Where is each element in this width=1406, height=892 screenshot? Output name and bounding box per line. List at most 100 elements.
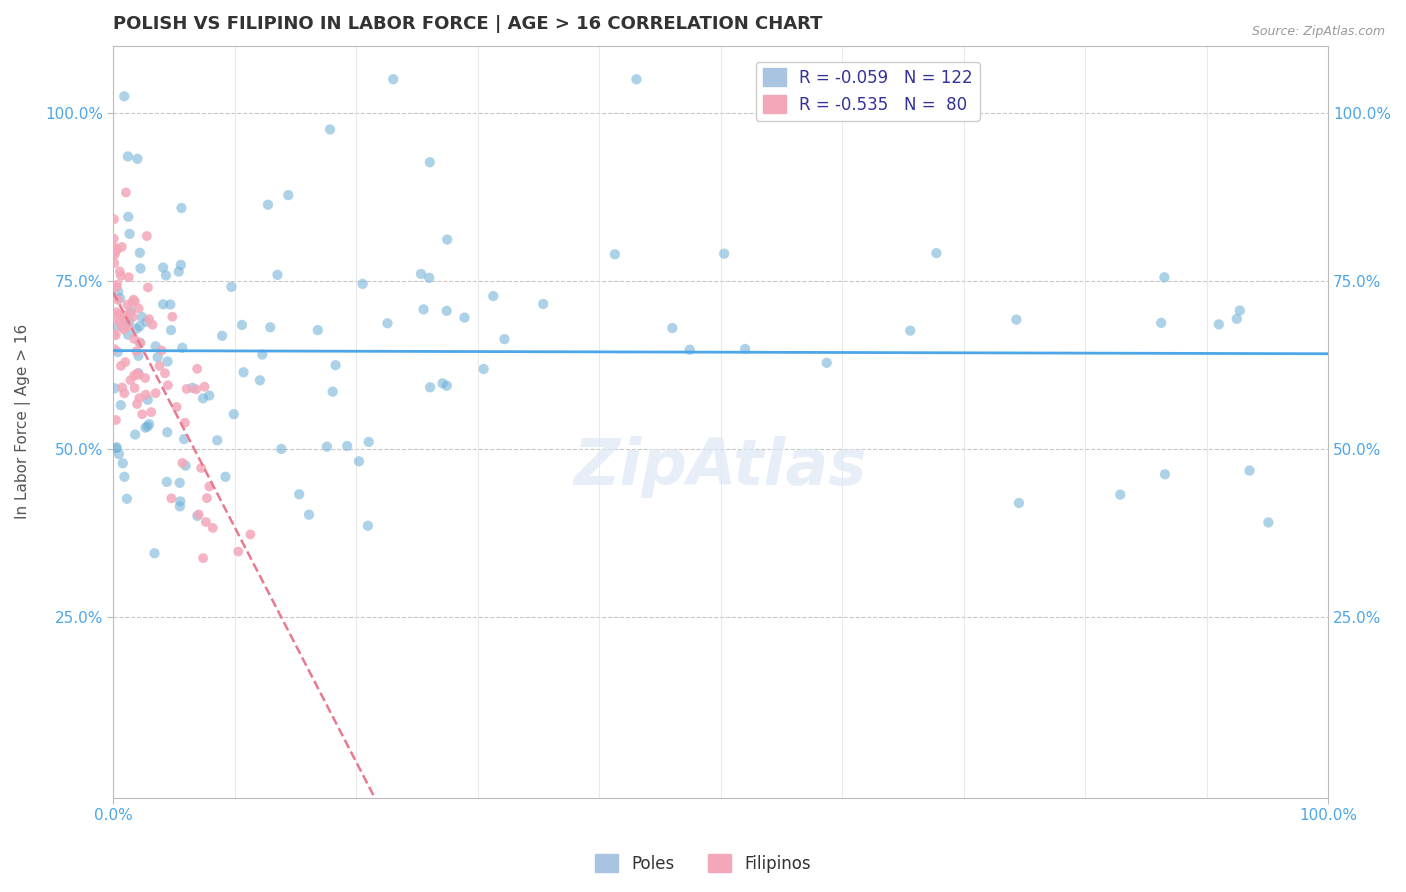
Point [239,527,262,541]
Point [131,310,153,324]
Point [148,359,170,373]
Point [190,461,212,475]
Point [198,388,221,402]
Point [231,318,253,332]
Point [125,344,148,359]
Point [114,315,136,329]
Point [117,327,139,342]
Point [170,258,193,272]
Point [1154,467,1177,482]
Point [482,289,505,303]
Point [145,339,167,353]
Point [108,316,131,330]
Point [136,419,159,434]
Point [184,382,207,396]
Text: POLISH VS FILIPINO IN LABOR FORCE | AGE > 16 CORRELATION CHART: POLISH VS FILIPINO IN LABOR FORCE | AGE … [114,15,823,33]
Point [925,246,948,260]
Point [170,201,193,215]
Point [336,439,359,453]
Point [127,366,149,380]
Point [603,247,626,261]
Point [115,186,138,200]
Point [357,434,380,449]
Point [117,298,139,312]
Point [249,373,271,387]
Point [143,546,166,560]
Point [186,361,208,376]
Point [453,310,475,325]
Point [104,381,127,395]
Point [131,407,153,421]
Point [146,350,169,364]
Point [156,354,179,368]
Point [1150,316,1173,330]
Point [114,318,136,333]
Point [112,322,135,336]
Text: ZipAtlas: ZipAtlas [574,436,868,498]
Point [156,425,179,440]
Point [167,265,190,279]
Point [118,227,141,241]
Point [107,345,129,359]
Point [172,456,194,470]
Point [114,308,136,322]
Point [141,405,163,419]
Point [150,343,173,358]
Point [124,294,146,309]
Point [409,267,432,281]
Point [128,301,150,316]
Point [1008,496,1031,510]
Point [325,358,347,372]
Point [103,311,125,326]
Point [105,243,128,257]
Point [125,322,148,336]
Point [112,89,135,103]
Point [319,122,342,136]
Point [134,420,156,434]
Point [156,475,179,489]
Point [191,551,214,566]
Point [1257,516,1279,530]
Point [105,305,128,319]
Point [418,270,440,285]
Point [193,380,215,394]
Point [661,321,683,335]
Legend: Poles, Filipinos: Poles, Filipinos [588,847,818,880]
Point [1229,303,1251,318]
Point [128,335,150,350]
Point [160,323,183,337]
Text: Source: ZipAtlas.com: Source: ZipAtlas.com [1251,25,1385,38]
Point [104,244,127,259]
Point [105,440,128,454]
Point [127,152,149,166]
Point [298,508,321,522]
Point [436,233,458,247]
Point [107,285,129,299]
Point [155,268,177,283]
Point [174,416,197,430]
Point [176,382,198,396]
Point [382,72,405,87]
Point [187,508,209,522]
Point [357,518,380,533]
Point [347,454,370,468]
Point [121,294,143,309]
Point [103,342,125,356]
Point [815,356,838,370]
Point [122,332,145,346]
Point [114,355,136,369]
Point [257,197,280,211]
Point [128,245,150,260]
Point [142,318,165,332]
Point [104,328,127,343]
Point [160,491,183,506]
Point [104,442,127,456]
Point [120,303,142,318]
Point [174,458,197,473]
Point [352,277,374,291]
Point [127,349,149,363]
Point [124,381,146,395]
Point [117,149,139,163]
Point [134,371,156,385]
Point [1226,311,1249,326]
